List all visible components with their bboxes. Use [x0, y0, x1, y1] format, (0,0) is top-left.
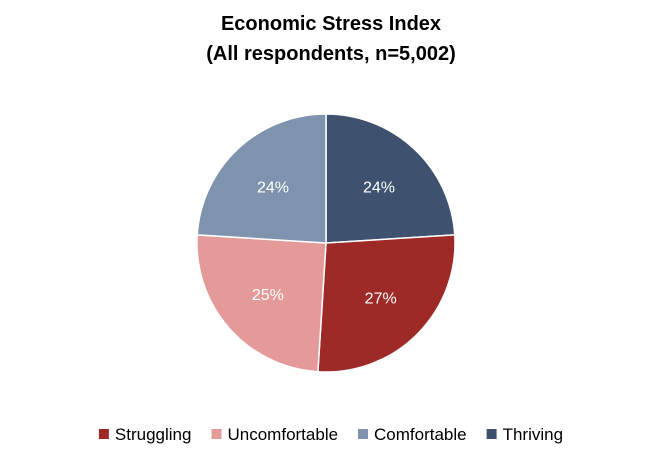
legend-item-thriving: Thriving: [486, 425, 563, 444]
legend-item-comfortable: Comfortable: [358, 425, 467, 444]
pie-slice-thriving: [325, 113, 456, 244]
data-label-comfortable: 24%: [257, 180, 289, 197]
pie-slice-uncomfortable: [196, 234, 327, 373]
legend: Struggling Uncomfortable Comfortable Thrivi…: [98, 425, 563, 444]
legend-swatch-struggling: [98, 429, 109, 439]
data-label-thriving: 24%: [363, 180, 395, 197]
legend-swatch-thriving: [486, 429, 497, 439]
legend-item-struggling: Struggling: [98, 425, 192, 444]
legend-swatch-comfortable: [358, 429, 368, 439]
slice-labels: 24% 27% 25% 24%: [252, 180, 397, 308]
pie-slice-comfortable: [196, 113, 327, 244]
chart-title: Economic Stress Index: [221, 13, 441, 35]
pie-slice-struggling: [317, 234, 456, 373]
legend-label-uncomfortable: Uncomfortable: [228, 425, 339, 444]
pie-slices: [196, 113, 456, 373]
legend-label-struggling: Struggling: [115, 425, 192, 444]
legend-item-uncomfortable: Uncomfortable: [211, 425, 339, 444]
data-label-uncomfortable: 25%: [252, 287, 284, 304]
legend-label-thriving: Thriving: [503, 425, 563, 444]
legend-label-comfortable: Comfortable: [374, 425, 467, 444]
chart-subtitle: (All respondents, n=5,002): [206, 43, 456, 65]
legend-swatch-uncomfortable: [211, 429, 222, 439]
data-label-struggling: 27%: [365, 291, 397, 308]
